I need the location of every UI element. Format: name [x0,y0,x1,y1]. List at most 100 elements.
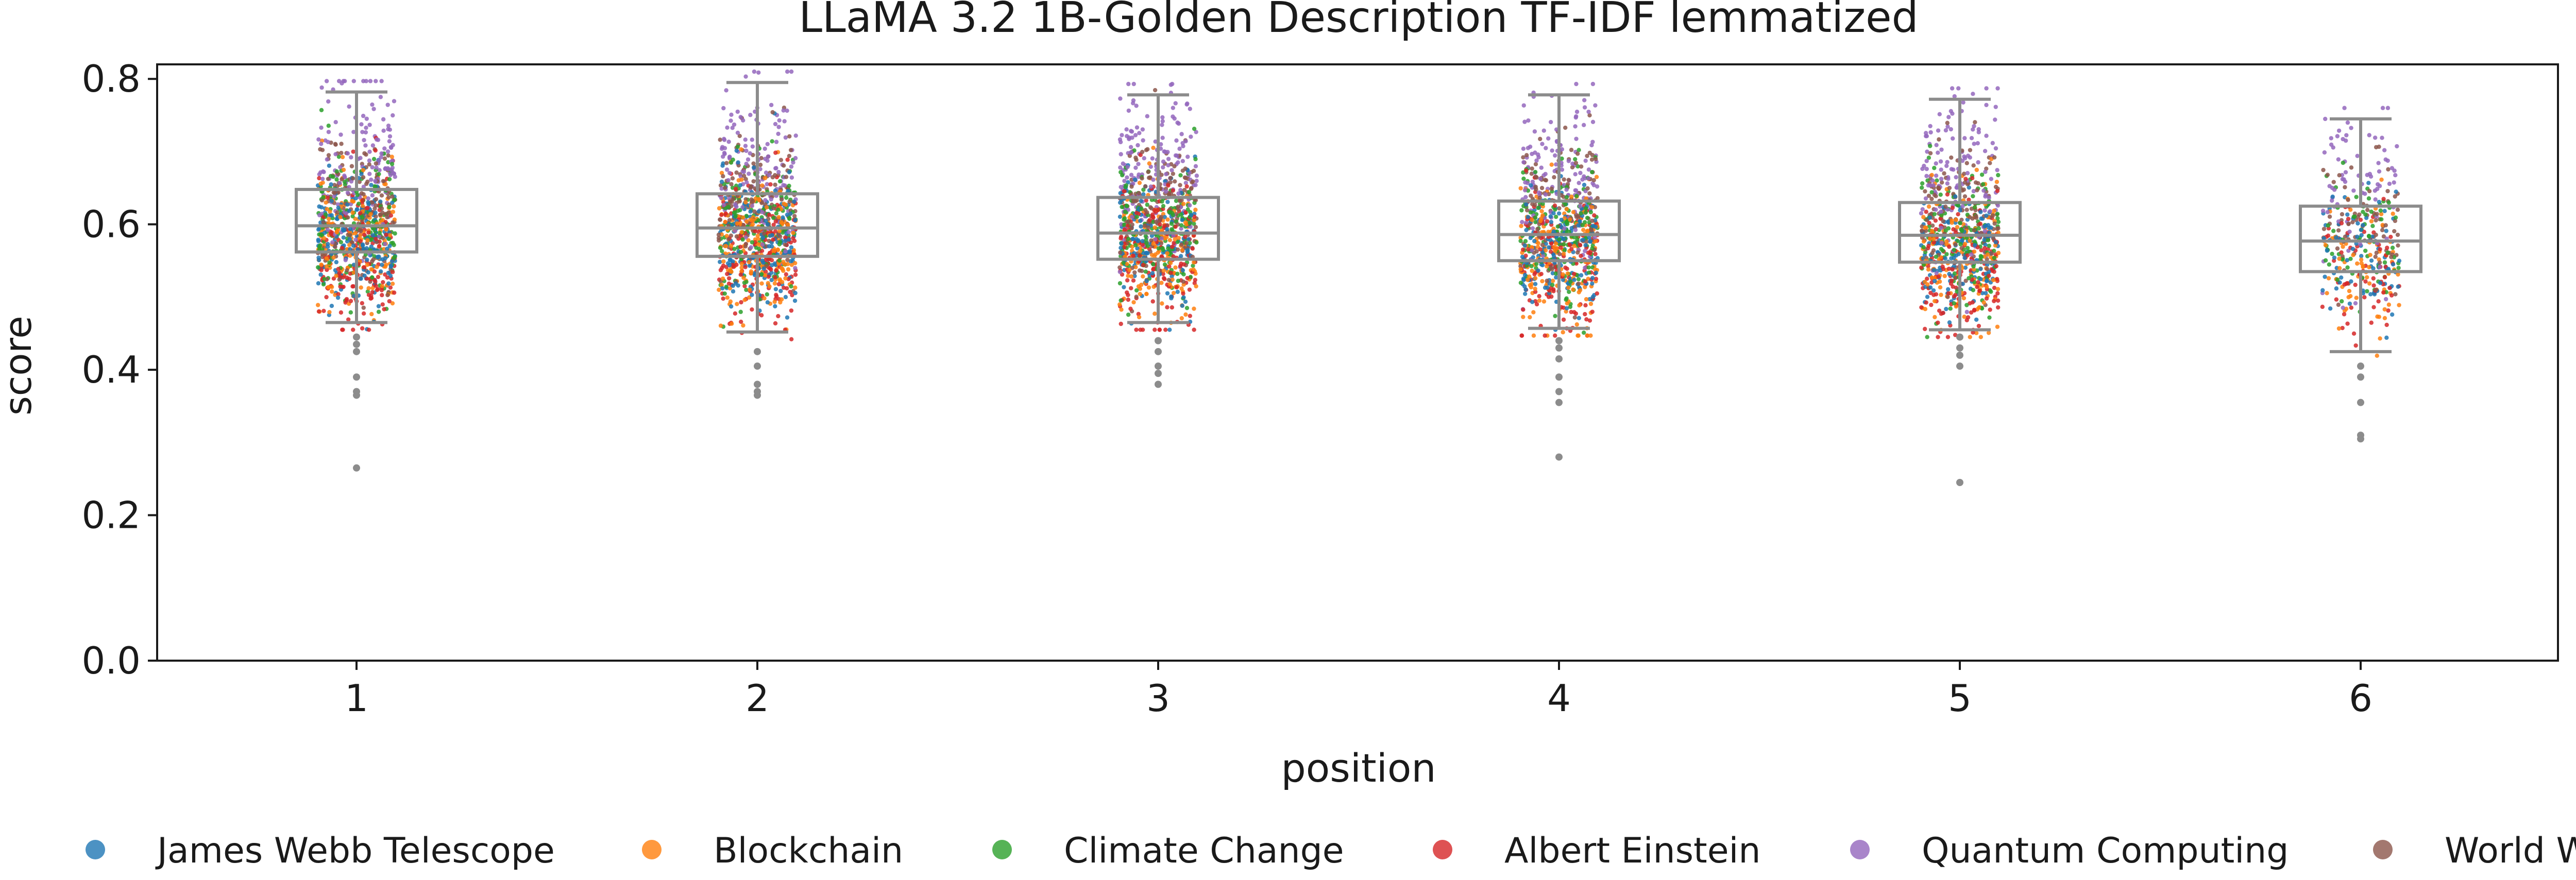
strip-point [1924,166,1929,171]
strip-point [1576,223,1581,228]
strip-point [1590,295,1595,299]
strip-point [1538,218,1543,223]
strip-point [1981,182,1986,186]
strip-point [1179,242,1184,247]
strip-point [1945,192,1950,197]
strip-point [2346,197,2350,202]
strip-point [1931,240,1936,245]
strip-point [1574,322,1580,327]
strip-point [1533,215,1538,220]
strip-point [319,85,324,90]
strip-point [376,255,381,260]
strip-point [2374,250,2379,255]
strip-point [341,79,346,83]
strip-point [391,220,395,225]
strip-point [357,228,362,233]
strip-point [728,160,734,165]
strip-point [1191,263,1195,268]
strip-point [321,308,326,314]
strip-point [1570,165,1575,170]
strip-point [1553,314,1557,318]
strip-point [771,237,775,242]
strip-point [1521,146,1526,151]
strip-point [1586,167,1591,172]
strip-point [720,276,725,281]
strip-point [2349,165,2354,170]
strip-point [1538,247,1543,252]
strip-point [1120,204,1124,210]
strip-point [1544,241,1548,246]
strip-point [772,248,776,253]
strip-point [1590,152,1595,158]
strip-point [1145,202,1149,207]
strip-point [793,290,798,296]
strip-point [316,239,321,244]
strip-point [1934,227,1938,232]
strip-point [731,196,736,201]
strip-point [1192,218,1197,222]
strip-point [789,245,794,250]
strip-point [362,232,367,237]
strip-point [767,244,772,249]
strip-point [777,242,782,247]
strip-point [1179,226,1183,231]
strip-point [1592,213,1597,218]
strip-point [1972,308,1977,313]
strip-point [2347,288,2352,294]
strip-point [1130,215,1134,219]
strip-point [1118,152,1123,157]
strip-point [748,151,752,156]
strip-point [1573,157,1578,162]
strip-point [1971,330,1975,335]
strip-point [738,174,743,179]
strip-point [375,137,379,142]
strip-point [348,247,352,252]
strip-point [724,161,729,165]
strip-point [1960,229,1964,233]
strip-point [1570,161,1575,166]
strip-point [1590,246,1595,251]
strip-point [776,125,781,129]
strip-point [1185,207,1190,212]
strip-point [776,314,781,319]
strip-point [1962,315,1967,319]
strip-point [1173,237,1177,241]
strip-point [1194,284,1198,289]
strip-point [1577,148,1581,152]
strip-point [1925,282,1930,287]
strip-point [1159,241,1164,246]
strip-point [373,210,378,215]
strip-point [782,119,787,124]
strip-point [1564,195,1569,200]
strip-point [2365,289,2369,294]
strip-point [1557,237,1562,242]
strip-point [1564,206,1569,212]
strip-point [1192,306,1196,311]
strip-point [1929,275,1935,280]
strip-point [1525,278,1530,282]
strip-point [1159,142,1163,147]
strip-point [1971,92,1975,96]
strip-point [1159,254,1164,259]
strip-point [327,217,331,221]
strip-point [1955,238,1960,244]
strip-point [1531,310,1536,315]
strip-point [1146,169,1150,175]
strip-point [324,256,329,261]
strip-point [374,203,378,208]
strip-point [1977,288,1982,294]
strip-point [319,142,324,146]
strip-point [386,270,391,275]
strip-point [1953,194,1958,199]
strip-point [768,250,772,255]
strip-point [1151,177,1156,182]
strip-point [1117,137,1123,142]
strip-point [2366,181,2371,185]
strip-point [1160,115,1165,120]
strip-point [360,326,365,331]
strip-point [2329,142,2334,147]
strip-point [1576,333,1581,338]
strip-point [2386,167,2391,172]
strip-point [1141,263,1145,267]
strip-point [2345,258,2349,263]
